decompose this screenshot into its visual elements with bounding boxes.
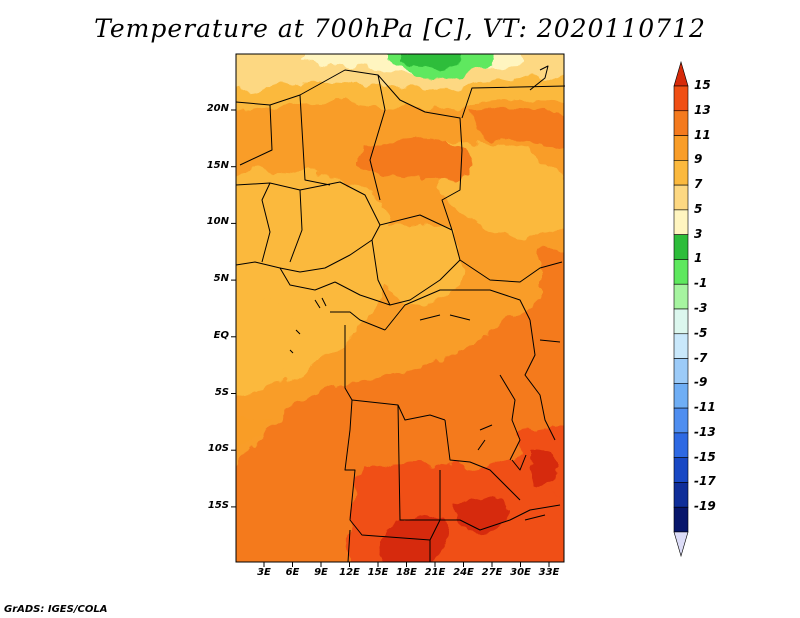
longitude-label: 9E [314,567,328,578]
map-title: Temperature at 700hPa [C], VT: 202011071… [94,14,706,43]
latitude-ticks [231,109,236,508]
colorbar-swatch [673,333,689,359]
colorbar-swatch [673,135,689,161]
latitude-label: 5S [214,386,229,398]
colorbar-level-label: -1 [694,276,708,291]
colorbar-swatch [673,85,689,112]
longitude-label: 6E [285,567,300,578]
longitude-label: 3E [257,567,271,578]
longitude-label: 12E [339,567,360,578]
temperature-field [236,54,564,562]
colorbar-level-label: -19 [694,499,716,514]
plot-frame [235,53,565,563]
colorbar-level-label: -5 [694,325,708,340]
colorbar-level-label: 11 [694,127,711,142]
colorbar-swatch [673,259,689,285]
latitude-label: 15S [207,499,229,511]
colorbar-swatch [673,184,689,211]
colorbar-swatch [673,457,689,483]
colorbar-level-label: -15 [694,449,716,464]
colorbar-swatch [673,160,689,186]
colorbar-level-label: 13 [694,102,711,117]
colorbar-swatch [673,506,689,533]
latitude-label: 20N [206,103,229,114]
longitude-label: 15E [367,567,389,578]
colorbar-level-label: 3 [694,226,703,241]
colorbar-level-label: 9 [694,152,703,167]
colorbar-swatch [673,283,689,310]
latitude-label: 10N [206,216,229,228]
latitude-label: 15N [206,159,229,171]
colorbar [673,60,689,558]
longitude-label: 21E [424,567,446,578]
colorbar-level-label: -17 [694,474,716,489]
colorbar-level-label: 1 [694,251,703,266]
longitude-label: 24E [453,567,474,578]
longitude-label: 18E [396,567,417,578]
colorbar-swatch [673,358,689,384]
colorbar-swatch [673,209,689,235]
colorbar-level-label: 15 [694,78,711,92]
colorbar-swatch [673,432,689,458]
colorbar-swatch [673,234,689,260]
colorbar-level-label: -3 [694,301,708,315]
latitude-label: 10S [207,443,229,455]
colorbar-level-label: -13 [694,424,716,439]
colorbar-level-label: -7 [694,350,708,365]
latitude-label: 5N [213,273,229,285]
latitude-label: EQ [213,329,229,341]
longitude-label: 30E [510,567,531,578]
longitude-ticks [263,562,550,567]
colorbar-swatch [673,407,689,434]
colorbar-level-label: 7 [694,177,703,192]
colorbar-max-arrow [673,60,689,87]
colorbar-swatch [673,110,689,136]
grads-credit: GrADS: IGES/COLA [4,604,108,615]
country-borders [235,65,566,563]
colorbar-level-label: -11 [694,400,716,415]
colorbar-swatch [673,383,689,409]
colorbar-swatch [673,308,689,335]
colorbar-level-label: 5 [694,201,703,216]
colorbar-level-label: -9 [694,375,708,390]
colorbar-swatch [673,482,689,508]
longitude-label: 27E [481,567,503,578]
longitude-label: 33E [538,567,560,578]
colorbar-min-arrow [673,531,689,558]
